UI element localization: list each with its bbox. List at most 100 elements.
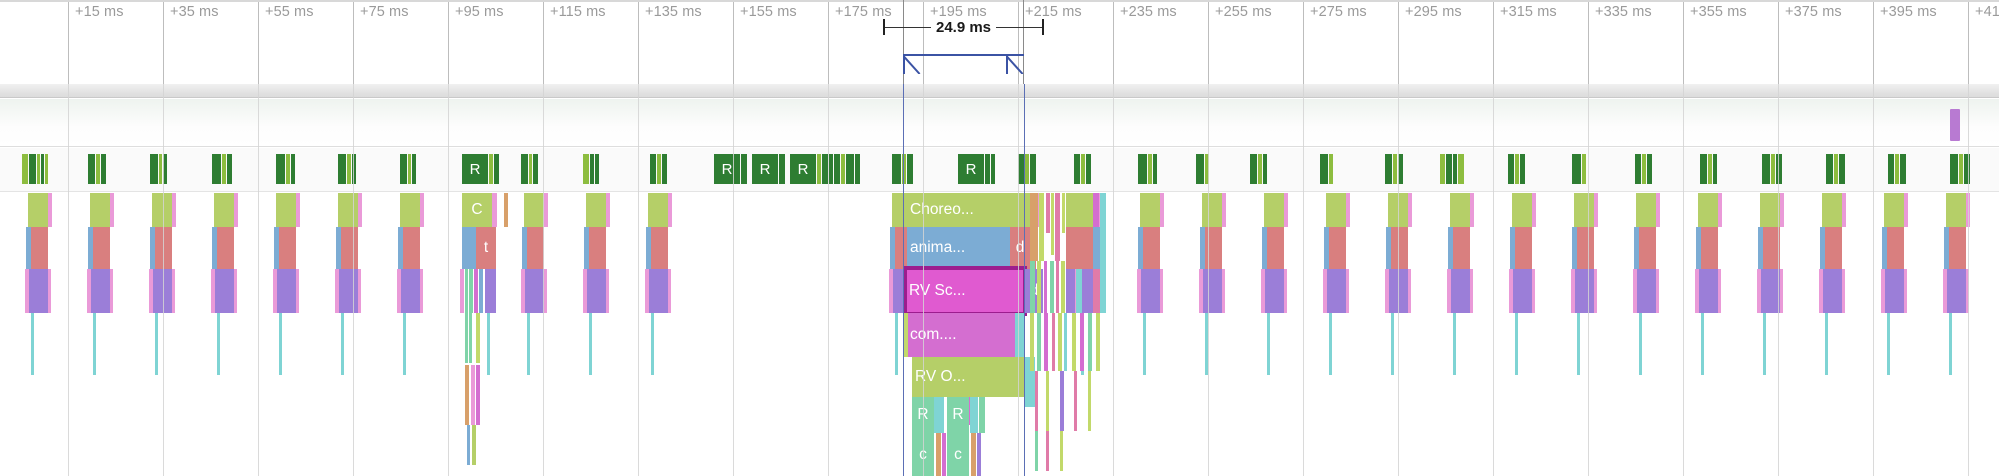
flame-block-sliver[interactable] (1842, 269, 1845, 313)
flame-block-doframe[interactable] (1698, 193, 1718, 227)
flame-block-draw[interactable] (1513, 269, 1532, 313)
flame-block-sliver[interactable] (1030, 313, 1034, 371)
timing-marker[interactable] (88, 154, 95, 184)
flame-block-sliver[interactable] (606, 193, 610, 227)
flame-block-traversal[interactable]: t (476, 227, 496, 269)
flame-block-sliver[interactable] (1882, 227, 1887, 269)
flame-block-sliver[interactable] (1083, 269, 1092, 313)
flame-block-traversal[interactable] (1515, 227, 1532, 269)
timing-marker[interactable] (45, 154, 48, 184)
flame-block-sliver[interactable] (1346, 269, 1349, 313)
flame-block-sliver[interactable] (1093, 269, 1100, 313)
flame-block-doframe[interactable] (1264, 193, 1284, 227)
flame-block-sliver[interactable] (934, 397, 944, 433)
timing-marker[interactable] (650, 154, 656, 184)
flame-block-sliver[interactable] (26, 227, 31, 269)
flame-block-sliver[interactable] (936, 433, 941, 476)
timing-marker[interactable] (841, 154, 845, 184)
flame-block-sliver[interactable] (88, 227, 93, 269)
flame-block-draw[interactable] (277, 269, 296, 313)
flame-block-rv-schedule-selected[interactable]: RV Sc... (903, 266, 1027, 316)
flame-block-traversal[interactable] (1205, 227, 1222, 269)
flame-block-draw[interactable] (587, 269, 606, 313)
flame-block-sliver[interactable] (234, 193, 238, 227)
flame-block-sliver[interactable] (1088, 371, 1091, 431)
flame-block-sliver[interactable] (1037, 313, 1041, 371)
flame-block-sliver[interactable] (487, 313, 490, 375)
flame-block-sliver[interactable] (273, 269, 277, 313)
flame-block-sliver[interactable] (1510, 227, 1515, 269)
timing-marker[interactable] (1888, 154, 1894, 184)
flame-block-doframe[interactable] (276, 193, 296, 227)
timing-marker[interactable] (163, 154, 167, 184)
flame-block-sliver[interactable] (1284, 193, 1288, 227)
flame-block-sliver[interactable] (1058, 313, 1062, 371)
flame-block-sliver[interactable] (1329, 313, 1332, 375)
flame-block-sliver[interactable] (1046, 431, 1049, 471)
flame-block-sliver[interactable] (1696, 227, 1701, 269)
flame-block-sliver[interactable] (1030, 193, 1038, 261)
flame-block-sliver[interactable] (1261, 269, 1265, 313)
network-request-bar[interactable] (1950, 109, 1960, 141)
timing-marker[interactable] (1440, 154, 1445, 184)
timing-marker[interactable] (1148, 154, 1152, 184)
flame-block-sliver[interactable] (1656, 193, 1660, 227)
flame-block-draw[interactable] (1265, 269, 1284, 313)
flame-block-sliver[interactable] (1074, 371, 1077, 431)
flame-block-traversal[interactable] (1143, 227, 1160, 269)
flame-block-sliver[interactable] (48, 193, 52, 227)
flame-block-traversal[interactable] (651, 227, 668, 269)
timing-marker[interactable] (41, 154, 44, 184)
flame-block-sliver[interactable] (1036, 193, 1040, 227)
flame-block-sliver[interactable] (1571, 269, 1575, 313)
flame-block-traversal[interactable] (1701, 227, 1718, 269)
flame-block-sliver[interactable] (1346, 193, 1350, 227)
flame-block-sliver[interactable] (1323, 269, 1327, 313)
flame-block-sliver[interactable] (1758, 227, 1763, 269)
flame-block-sliver[interactable] (1966, 193, 1970, 227)
timing-marker[interactable] (37, 154, 40, 184)
timing-marker[interactable] (352, 154, 356, 184)
flame-block-sliver[interactable] (1046, 371, 1049, 431)
flame-block-doframe[interactable]: C (462, 193, 492, 227)
flame-block-sliver[interactable] (87, 269, 91, 313)
flame-block-traversal[interactable] (403, 227, 420, 269)
timing-marker[interactable] (1205, 154, 1209, 184)
flame-block-draw[interactable] (153, 269, 172, 313)
flame-block-sliver[interactable] (589, 313, 592, 375)
flame-block-sliver[interactable] (48, 269, 51, 313)
timing-marker[interactable] (489, 154, 493, 184)
timing-marker[interactable] (1635, 154, 1641, 184)
timing-marker[interactable] (291, 154, 295, 184)
flame-block-doframe[interactable] (1822, 193, 1842, 227)
flame-block-sliver[interactable] (1447, 269, 1451, 313)
flame-block-sliver[interactable] (476, 313, 480, 363)
timing-marker[interactable] (907, 154, 913, 184)
flame-block-sliver[interactable] (1887, 313, 1890, 375)
flame-block-sliver[interactable] (358, 269, 361, 313)
timing-marker[interactable] (1771, 154, 1775, 184)
flame-block-traversal[interactable] (1329, 227, 1346, 269)
timing-marker[interactable] (1520, 154, 1525, 184)
flame-block-sliver[interactable] (971, 433, 976, 476)
timing-marker[interactable] (276, 154, 285, 184)
flame-block-traversal[interactable] (1453, 227, 1470, 269)
flame-block-sliver[interactable] (1222, 269, 1225, 313)
flame-block-sliver[interactable] (1046, 193, 1050, 233)
flame-block-sliver[interactable] (296, 193, 300, 227)
flame-block-sliver[interactable] (172, 269, 175, 313)
timing-marker[interactable] (892, 154, 901, 184)
flame-block-doframe[interactable] (28, 193, 48, 227)
flame-block-sliver[interactable] (1050, 261, 1054, 313)
flame-block-sliver[interactable] (1633, 269, 1637, 313)
flame-block-draw[interactable] (91, 269, 110, 313)
flame-block-traversal[interactable] (1949, 227, 1966, 269)
timing-marker[interactable] (1398, 154, 1403, 184)
timing-marker[interactable] (1700, 154, 1707, 184)
flame-block-sliver[interactable] (1064, 313, 1067, 371)
flame-block-traversal[interactable] (1577, 227, 1594, 269)
timing-marker[interactable] (1834, 154, 1838, 184)
flame-block-sliver[interactable] (1039, 193, 1044, 261)
flame-block-sliver[interactable] (1137, 269, 1141, 313)
